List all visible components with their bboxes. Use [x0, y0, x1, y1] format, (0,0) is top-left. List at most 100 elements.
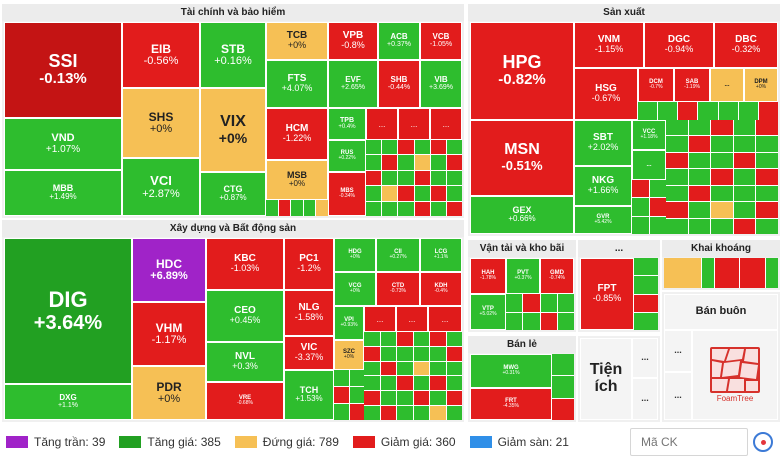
- tile-MSB[interactable]: MSB +0%: [266, 160, 328, 200]
- tile-VTP[interactable]: VTP +5.02%: [470, 294, 506, 330]
- tile-CEO[interactable]: CEO +0.45%: [206, 290, 284, 342]
- more-tile[interactable]: ...: [664, 372, 692, 420]
- tile-VPB[interactable]: VPB -0.8%: [328, 22, 378, 60]
- tile-DGC[interactable]: DGC -0.94%: [644, 22, 714, 68]
- tile-DXG[interactable]: DXG +1.1%: [4, 384, 132, 420]
- legend-down: Giảm giá: 360: [352, 435, 456, 449]
- tile-SZC[interactable]: SZC +0%: [334, 340, 364, 370]
- more-tile[interactable]: ...: [710, 68, 744, 102]
- more-tile[interactable]: ...: [364, 306, 396, 332]
- tile-FTS[interactable]: FTS +4.07%: [266, 60, 328, 108]
- small-tiles-cluster: [632, 180, 666, 234]
- tile-utilities[interactable]: Tiện ích: [580, 338, 632, 420]
- small-tiles-cluster: [552, 354, 574, 420]
- small-tiles-cluster: [364, 332, 462, 420]
- more-tile[interactable]: ...: [366, 108, 398, 140]
- tile-FPT[interactable]: FPT -0.85%: [580, 258, 634, 330]
- more-tile[interactable]: ...: [664, 330, 692, 372]
- tile-wholesale[interactable]: Bán buôn: [664, 294, 778, 330]
- sector-construction: Xây dựng và Bất động sản DIG +3.64% HDC …: [2, 220, 464, 422]
- legend: Tăng trần: 39 Tăng giá: 385 Đứng giá: 78…: [0, 428, 577, 456]
- tile-EVF[interactable]: EVF +2.65%: [328, 60, 378, 108]
- legend-label: Giảm sàn: 21: [497, 435, 569, 449]
- tile-VIC[interactable]: VIC -3.37%: [284, 336, 334, 370]
- tile-ACB[interactable]: ACB +0.37%: [378, 22, 420, 60]
- more-tile[interactable]: ...: [428, 306, 462, 332]
- tile-CII[interactable]: CII +0.27%: [376, 238, 420, 272]
- tile-KBC[interactable]: KBC -1.03%: [206, 238, 284, 290]
- more-tile[interactable]: ...: [632, 150, 666, 180]
- swatch-up-icon: [119, 436, 142, 448]
- tile-NKG[interactable]: NKG +1.66%: [574, 166, 632, 206]
- small-tiles-cluster: [638, 102, 778, 120]
- tile-SHS[interactable]: SHS +0%: [122, 88, 200, 158]
- refresh-icon[interactable]: [753, 432, 773, 452]
- tile-PVT[interactable]: PVT +0.37%: [506, 258, 540, 294]
- foamtree-logo-icon: [710, 346, 760, 393]
- tile-MBS[interactable]: MBS -0.34%: [328, 172, 366, 216]
- tile-VCB[interactable]: VCB -1.05%: [420, 22, 462, 60]
- tile-HDC[interactable]: HDC +6.89%: [132, 238, 206, 302]
- sector-wholesale: Bán buôn ... ... FoamTree: [662, 292, 780, 422]
- tile-VND[interactable]: VND +1.07%: [4, 118, 122, 170]
- legend-ref: Đứng giá: 789: [234, 435, 339, 449]
- tile-SHB[interactable]: SHB -0.44%: [378, 60, 420, 108]
- tile-SAB[interactable]: SAB -1.19%: [674, 68, 710, 102]
- tile-STB[interactable]: STB +0.16%: [200, 22, 266, 88]
- more-tile[interactable]: ...: [632, 378, 658, 420]
- tile-NVL[interactable]: NVL +0.3%: [206, 342, 284, 382]
- tile-PC1[interactable]: PC1 -1.2%: [284, 238, 334, 290]
- tile-VCC[interactable]: VCC +1.18%: [632, 120, 666, 150]
- tile-VCI[interactable]: VCI +2.87%: [122, 158, 200, 216]
- tile-DBC[interactable]: DBC -0.32%: [714, 22, 778, 68]
- tile-MBB[interactable]: MBB +1.49%: [4, 170, 122, 216]
- sector-title: ...: [578, 240, 660, 257]
- tile-GMD[interactable]: GMD -0.74%: [540, 258, 574, 294]
- small-tiles-cluster: [666, 120, 778, 234]
- tile-SSI[interactable]: SSI -0.13%: [4, 22, 122, 118]
- tile-VIB[interactable]: VIB +3.69%: [420, 60, 462, 108]
- swatch-ceiling-icon: [6, 436, 28, 448]
- tile-GEX[interactable]: GEX +0.66%: [470, 196, 574, 234]
- tile-SBT[interactable]: SBT +2.02%: [574, 120, 632, 166]
- tile-HDG[interactable]: HDG +0%: [334, 238, 376, 272]
- more-tile[interactable]: ...: [430, 108, 462, 140]
- tile-VIX[interactable]: VIX +0%: [200, 88, 266, 172]
- tile-KDH[interactable]: KDH -0.4%: [420, 272, 462, 306]
- tile-CTG[interactable]: CTG +0.87%: [200, 172, 266, 216]
- tile-HCM[interactable]: HCM -1.22%: [266, 108, 328, 160]
- tile-VHM[interactable]: VHM -1.17%: [132, 302, 206, 366]
- tile-TCH[interactable]: TCH +1.53%: [284, 370, 334, 420]
- tile-HSG[interactable]: HSG -0.67%: [574, 68, 638, 120]
- legend-label: Giảm giá: 360: [380, 435, 456, 449]
- tile-HAH[interactable]: HAH -1.78%: [470, 258, 506, 294]
- tile-TPB[interactable]: TPB +0.4%: [328, 108, 366, 140]
- tile-EIB[interactable]: EIB -0.56%: [122, 22, 200, 88]
- tile-VCG[interactable]: VCG +0%: [334, 272, 376, 306]
- stock-code-search-input[interactable]: [630, 428, 748, 456]
- tile-MWG[interactable]: MWG +0.31%: [470, 354, 552, 388]
- more-tile[interactable]: ...: [398, 108, 430, 140]
- more-tile[interactable]: ...: [396, 306, 428, 332]
- tile-MSN[interactable]: MSN -0.51%: [470, 120, 574, 196]
- tile-DPM[interactable]: DPM +0%: [744, 68, 778, 102]
- tile-DCM[interactable]: DCM -0.7%: [638, 68, 674, 102]
- more-tile[interactable]: ...: [632, 338, 658, 378]
- legend-up: Tăng giá: 385: [119, 435, 221, 449]
- tile-HPG[interactable]: HPG -0.82%: [470, 22, 574, 120]
- tile-GVR[interactable]: GVR +5.42%: [574, 206, 632, 234]
- tile-VRE[interactable]: VRE -0.68%: [206, 382, 284, 420]
- tile-PDR[interactable]: PDR +0%: [132, 366, 206, 420]
- tile-RUS[interactable]: RUS +0.22%: [328, 140, 366, 172]
- tile-LCG[interactable]: LCG +1.1%: [420, 238, 462, 272]
- tile-CTD[interactable]: CTD -0.73%: [376, 272, 420, 306]
- legend-ceiling: Tăng trần: 39: [6, 435, 105, 449]
- tile-FRT[interactable]: FRT -4.35%: [470, 388, 552, 420]
- foamtree-logo-tile: FoamTree: [692, 330, 778, 420]
- tile-TCB[interactable]: TCB +0%: [266, 22, 328, 60]
- tile-VNM[interactable]: VNM -1.15%: [574, 22, 644, 68]
- tile-NLG[interactable]: NLG -1.58%: [284, 290, 334, 336]
- tile-VPI[interactable]: VPI +0.93%: [334, 306, 364, 340]
- tile-DIG[interactable]: DIG +3.64%: [4, 238, 132, 384]
- sector-title: Tài chính và bảo hiểm: [2, 4, 464, 21]
